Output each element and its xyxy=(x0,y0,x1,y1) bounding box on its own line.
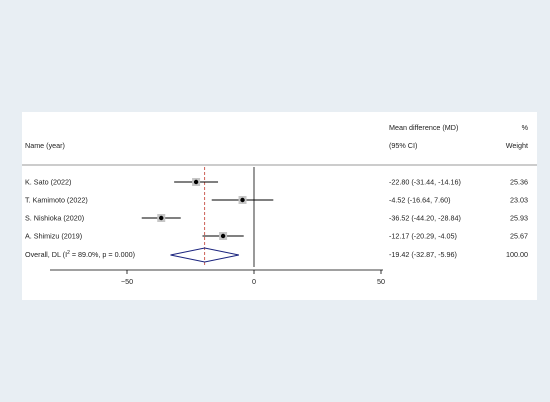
overall-name: Overall, DL (I2 = 89.0%, p = 0.000) xyxy=(25,250,135,259)
header-weight-col-line2: Weight xyxy=(506,141,528,150)
study-effect-label: -4.52 (-16.64, 7.60) xyxy=(389,196,451,205)
forest-plot-svg: Name (year) Mean difference (MD) (95% CI… xyxy=(22,123,537,286)
study-name: A. Shimizu (2019) xyxy=(25,232,82,241)
header-effect-col-line1: Mean difference (MD) xyxy=(389,123,458,132)
study-effect-label: -36.52 (-44.20, -28.84) xyxy=(389,214,461,223)
study-weight: 23.03 xyxy=(510,196,528,205)
overall-effect-label: -19.42 (-32.87, -5.96) xyxy=(389,250,457,259)
study-weight: 25.93 xyxy=(510,214,528,223)
x-axis-tick-label: 0 xyxy=(252,277,256,286)
study-name: K. Sato (2022) xyxy=(25,178,71,187)
study-point xyxy=(220,233,226,239)
study-point xyxy=(240,197,245,203)
study-name: S. Nishioka (2020) xyxy=(25,214,84,223)
study-rows: K. Sato (2022) -22.80 (-31.44, -14.16) 25.… xyxy=(25,178,528,241)
study-point xyxy=(193,179,199,185)
overall-weight: 100.00 xyxy=(506,250,528,259)
header-effect-col-line2: (95% CI) xyxy=(389,141,417,150)
study-point xyxy=(159,215,164,221)
x-axis-tick-label: −50 xyxy=(121,277,133,286)
study-weight: 25.36 xyxy=(510,178,528,187)
overall-diamond xyxy=(170,247,239,263)
header-name-col: Name (year) xyxy=(25,141,65,150)
study-name: T. Kamimoto (2022) xyxy=(25,196,88,205)
header-weight-col-line1: % xyxy=(522,123,529,132)
forest-plot-panel: Name (year) Mean difference (MD) (95% CI… xyxy=(22,112,537,300)
x-axis-tick-label: 50 xyxy=(377,277,385,286)
study-effect-label: -22.80 (-31.44, -14.16) xyxy=(389,178,461,187)
study-effect-label: -12.17 (-20.29, -4.05) xyxy=(389,232,457,241)
forest-marks: −50 0 50 xyxy=(50,167,385,286)
study-weight: 25.67 xyxy=(510,232,528,241)
